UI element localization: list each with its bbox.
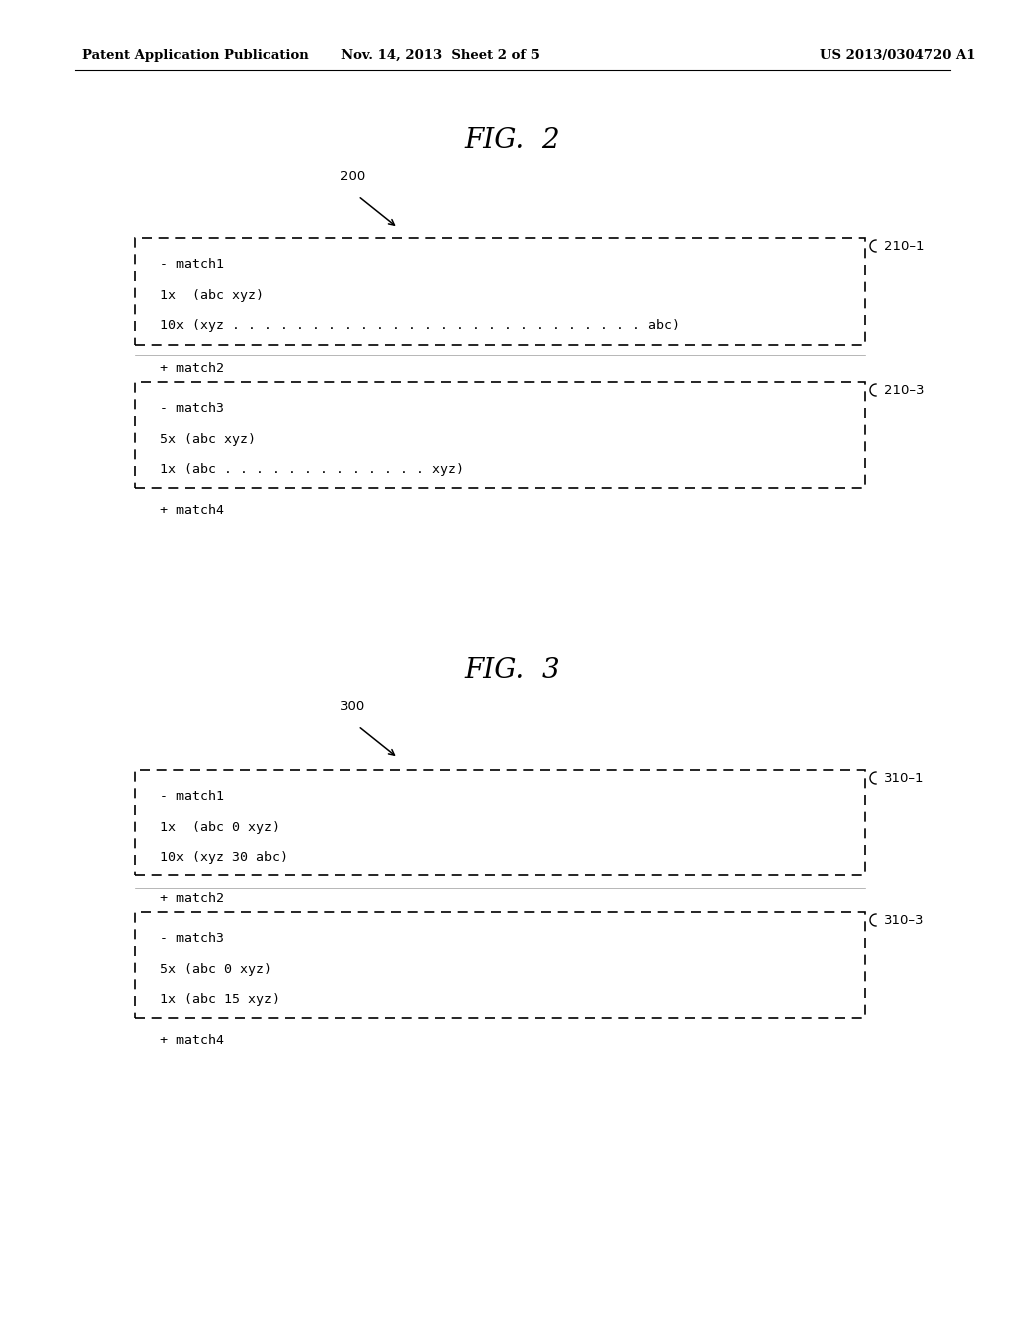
Text: - match1: - match1: [160, 791, 224, 804]
Text: + match4: + match4: [160, 1034, 224, 1047]
Text: - match3: - match3: [160, 932, 224, 945]
Text: 1x  (abc 0 xyz): 1x (abc 0 xyz): [160, 821, 280, 833]
Bar: [135, 381, 865, 488]
Text: 10x (xyz 30 abc): 10x (xyz 30 abc): [160, 850, 288, 863]
Text: - match1: - match1: [160, 259, 224, 272]
Text: 300: 300: [340, 700, 366, 713]
Text: FIG.  3: FIG. 3: [464, 656, 560, 684]
Text: 1x  (abc xyz): 1x (abc xyz): [160, 289, 264, 301]
Text: 200: 200: [340, 170, 366, 183]
Text: - match3: - match3: [160, 403, 224, 416]
Text: 210–1: 210–1: [884, 239, 925, 252]
Text: 1x (abc . . . . . . . . . . . . . xyz): 1x (abc . . . . . . . . . . . . . xyz): [160, 462, 464, 475]
Text: US 2013/0304720 A1: US 2013/0304720 A1: [820, 49, 976, 62]
Text: + match4: + match4: [160, 503, 224, 516]
Text: 10x (xyz . . . . . . . . . . . . . . . . . . . . . . . . . . abc): 10x (xyz . . . . . . . . . . . . . . . .…: [160, 318, 680, 331]
Text: 5x (abc xyz): 5x (abc xyz): [160, 433, 256, 446]
Bar: [135, 912, 865, 1018]
Text: Patent Application Publication: Patent Application Publication: [82, 49, 309, 62]
Bar: [135, 770, 865, 875]
Text: 310–3: 310–3: [884, 913, 925, 927]
Text: + match2: + match2: [160, 891, 224, 904]
Text: 1x (abc 15 xyz): 1x (abc 15 xyz): [160, 993, 280, 1006]
Text: Nov. 14, 2013  Sheet 2 of 5: Nov. 14, 2013 Sheet 2 of 5: [341, 49, 540, 62]
Text: 310–1: 310–1: [884, 771, 925, 784]
Text: 210–3: 210–3: [884, 384, 925, 396]
Bar: [135, 238, 865, 345]
Text: 5x (abc 0 xyz): 5x (abc 0 xyz): [160, 962, 272, 975]
Text: + match2: + match2: [160, 362, 224, 375]
Text: FIG.  2: FIG. 2: [464, 127, 560, 153]
